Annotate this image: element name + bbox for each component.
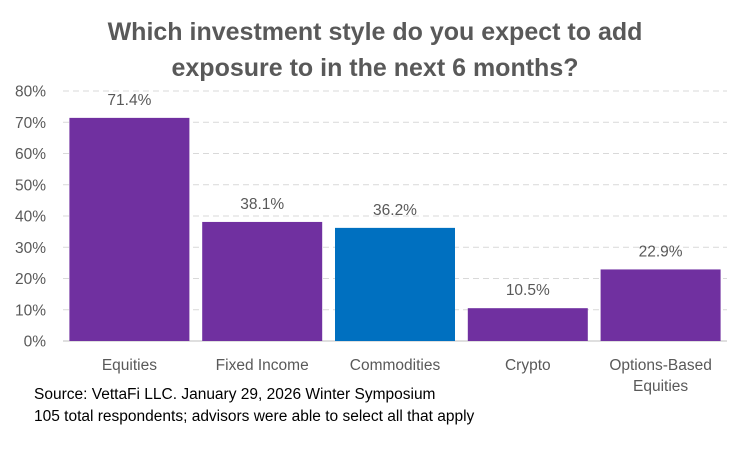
data-label: 71.4% — [107, 92, 151, 109]
x-axis-tick-labels: Equities Fixed Income Commodities Crypto Opt… — [102, 357, 712, 395]
y-tick-label: 60% — [15, 146, 46, 163]
bar — [202, 221, 323, 341]
x-tick-label: Options-Based — [609, 357, 712, 374]
respondents-note: 105 total respondents; advisors were abl… — [34, 408, 475, 425]
data-label: 10.5% — [506, 282, 550, 299]
source-note: Source: VettaFi LLC. January 29, 2026 Wi… — [34, 386, 436, 403]
x-tick-label: Commodities — [350, 357, 441, 374]
bar — [467, 308, 588, 341]
y-tick-label: 20% — [15, 271, 46, 288]
bar — [600, 269, 721, 341]
bar — [335, 227, 455, 341]
chart-title: Which investment style do you expect to … — [0, 14, 750, 86]
bars — [69, 117, 721, 341]
bar — [69, 117, 190, 341]
data-labels: 71.4% 38.1% 36.2% 10.5% 22.9% — [107, 92, 682, 299]
x-tick-label: Equities — [633, 378, 688, 395]
y-tick-label: 40% — [15, 209, 46, 226]
y-tick-label: 50% — [15, 177, 46, 194]
data-label: 36.2% — [373, 202, 417, 219]
chart-footnote: Source: VettaFi LLC. January 29, 2026 Wi… — [34, 384, 474, 428]
chart-title-line-2: exposure to in the next 6 months? — [171, 54, 579, 82]
x-tick-label: Equities — [102, 357, 157, 374]
data-label: 38.1% — [240, 196, 284, 213]
y-tick-label: 80% — [15, 84, 46, 101]
x-tick-label: Crypto — [505, 357, 551, 374]
y-tick-label: 30% — [15, 240, 46, 257]
x-tick-label: Fixed Income — [216, 357, 309, 374]
y-tick-label: 0% — [24, 334, 47, 351]
data-label: 22.9% — [639, 243, 683, 260]
chart-title-line-1: Which investment style do you expect to … — [107, 18, 643, 46]
y-axis-tick-labels: 0% 10% 20% 30% 40% 50% 60% 70% 80% — [15, 84, 46, 351]
y-tick-label: 70% — [15, 115, 46, 132]
y-tick-label: 10% — [15, 302, 46, 319]
